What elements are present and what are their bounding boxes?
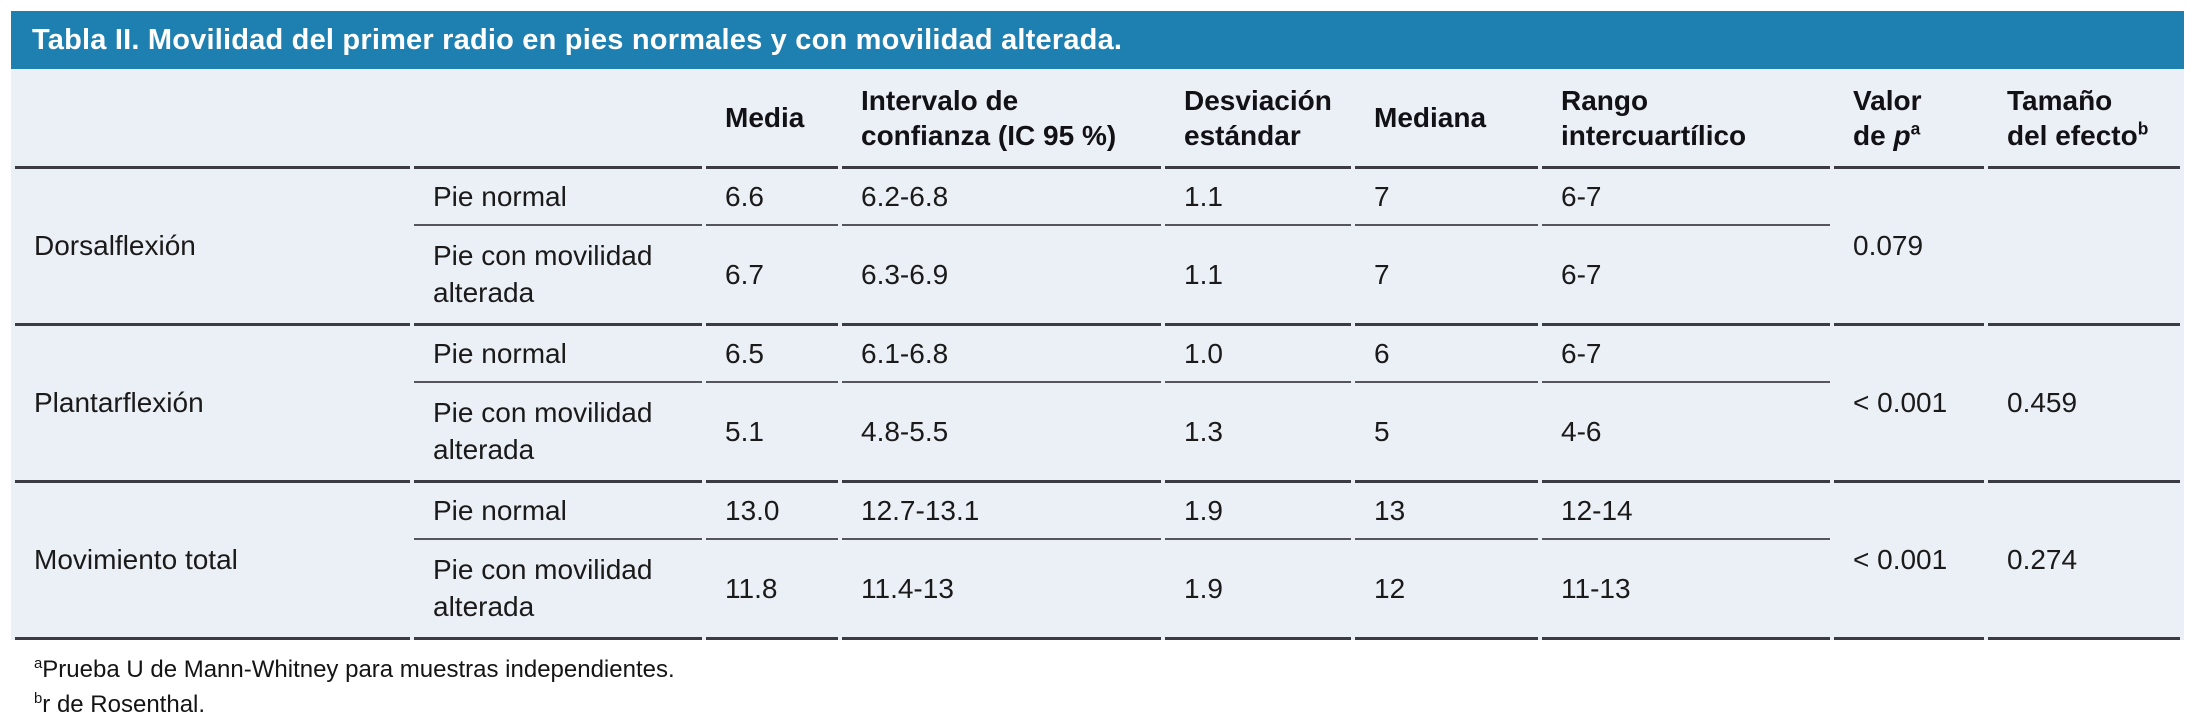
cell-foot-type: Pie normal — [414, 169, 702, 226]
footnote-a-superscript: a — [34, 656, 43, 672]
cell-media: 11.8 — [706, 540, 838, 640]
cell-desviacion-estandar: 1.3 — [1165, 383, 1351, 483]
footnote-b: br de Rosenthal. — [34, 687, 2184, 722]
cell-desviacion-estandar: 1.0 — [1165, 326, 1351, 383]
cell-rango-intercuartilico: 4-6 — [1542, 383, 1830, 483]
cell-foot-type: Pie con movilidad alterada — [414, 540, 702, 640]
col-header-desviacion-line2: estándar — [1184, 119, 1301, 151]
cell-media: 13.0 — [706, 483, 838, 540]
row-group-label-plantarflexion: Plantarflexión — [15, 326, 410, 483]
col-header-valor-p: Valor de pa — [1834, 69, 1984, 169]
cell-media: 5.1 — [706, 383, 838, 483]
cell-mediana: 7 — [1355, 226, 1538, 326]
cell-desviacion-estandar: 1.1 — [1165, 169, 1351, 226]
cell-intervalo-confianza: 4.8-5.5 — [842, 383, 1161, 483]
col-header-desviacion-estandar: Desviación estándar — [1165, 69, 1351, 169]
table-row: Pie con movilidad alterada 5.1 4.8-5.5 1… — [15, 383, 2180, 483]
cell-intervalo-confianza: 6.1-6.8 — [842, 326, 1161, 383]
statistics-table: Media Intervalo de confianza (IC 95 %) D… — [11, 69, 2184, 640]
table-title: Tabla II. Movilidad del primer radio en … — [32, 23, 1123, 56]
table-row: Pie con movilidad alterada 6.7 6.3-6.9 1… — [15, 226, 2180, 326]
cell-mediana: 13 — [1355, 483, 1538, 540]
col-header-media: Media — [706, 69, 838, 169]
cell-media: 6.7 — [706, 226, 838, 326]
cell-foot-type: Pie normal — [414, 326, 702, 383]
table-row: Pie con movilidad alterada 11.8 11.4-13 … — [15, 540, 2180, 640]
col-header-rango-line1: Rango — [1561, 84, 1649, 116]
col-header-desviacion-line1: Desviación — [1184, 84, 1332, 116]
superscript-a: a — [1910, 118, 1921, 139]
cell-foot-type: Pie con movilidad alterada — [414, 226, 702, 326]
footnote-b-superscript: b — [34, 691, 43, 707]
cell-rango-intercuartilico: 11-13 — [1542, 540, 1830, 640]
cell-desviacion-estandar: 1.1 — [1165, 226, 1351, 326]
table-row: Plantarflexión Pie normal 6.5 6.1-6.8 1.… — [15, 326, 2180, 483]
col-header-intervalo-line2: confianza (IC 95 %) — [861, 119, 1117, 151]
cell-intervalo-confianza: 6.3-6.9 — [842, 226, 1161, 326]
cell-tamano-efecto — [1988, 169, 2180, 326]
footnote-a: aPrueba U de Mann-Whitney para muestras … — [34, 652, 2184, 687]
col-header-efecto-line1: Tamaño — [2007, 84, 2113, 116]
col-header-tamano-efecto: Tamaño del efectob — [1988, 69, 2180, 169]
cell-desviacion-estandar: 1.9 — [1165, 540, 1351, 640]
cell-mediana: 7 — [1355, 169, 1538, 226]
col-header-rango-intercuartilico: Rango intercuartílico — [1542, 69, 1830, 169]
cell-foot-type: Pie normal — [414, 483, 702, 540]
cell-mediana: 6 — [1355, 326, 1538, 383]
cell-intervalo-confianza: 11.4-13 — [842, 540, 1161, 640]
cell-rango-intercuartilico: 12-14 — [1542, 483, 1830, 540]
col-header-intervalo-confianza: Intervalo de confianza (IC 95 %) — [842, 69, 1161, 169]
cell-rango-intercuartilico: 6-7 — [1542, 326, 1830, 383]
table-header-row: Media Intervalo de confianza (IC 95 %) D… — [15, 69, 2180, 169]
col-header-efecto-line2: del efectob — [2007, 118, 2149, 151]
cell-desviacion-estandar: 1.9 — [1165, 483, 1351, 540]
cell-mediana: 5 — [1355, 383, 1538, 483]
footnote-a-text: Prueba U de Mann-Whitney para muestras i… — [42, 656, 675, 683]
cell-valor-p: < 0.001 — [1834, 326, 1984, 483]
col-header-empty-1 — [15, 69, 410, 169]
col-header-mediana: Mediana — [1355, 69, 1538, 169]
cell-intervalo-confianza: 12.7-13.1 — [842, 483, 1161, 540]
col-header-empty-2 — [414, 69, 702, 169]
cell-rango-intercuartilico: 6-7 — [1542, 226, 1830, 326]
col-header-valor-p-line1: Valor — [1853, 84, 1922, 116]
cell-tamano-efecto: 0.459 — [1988, 326, 2180, 483]
table-title-bar: Tabla II. Movilidad del primer radio en … — [11, 11, 2184, 69]
row-group-label-dorsalflexion: Dorsalflexión — [15, 169, 410, 326]
cell-mediana: 12 — [1355, 540, 1538, 640]
col-header-valor-p-line2: de pa — [1853, 118, 1921, 151]
cell-media: 6.6 — [706, 169, 838, 226]
row-group-label-movimiento-total: Movimiento total — [15, 483, 410, 640]
table-row: Movimiento total Pie normal 13.0 12.7-13… — [15, 483, 2180, 640]
cell-media: 6.5 — [706, 326, 838, 383]
col-header-intervalo-line1: Intervalo de — [861, 84, 1019, 116]
cell-intervalo-confianza: 6.2-6.8 — [842, 169, 1161, 226]
col-header-rango-line2: intercuartílico — [1561, 119, 1747, 151]
cell-valor-p: < 0.001 — [1834, 483, 1984, 640]
table-container: Tabla II. Movilidad del primer radio en … — [11, 11, 2184, 722]
footnote-b-text: r de Rosenthal. — [42, 691, 206, 718]
cell-rango-intercuartilico: 6-7 — [1542, 169, 1830, 226]
superscript-b: b — [2137, 118, 2149, 139]
cell-tamano-efecto: 0.274 — [1988, 483, 2180, 640]
cell-foot-type: Pie con movilidad alterada — [414, 383, 702, 483]
cell-valor-p: 0.079 — [1834, 169, 1984, 326]
table-row: Dorsalflexión Pie normal 6.6 6.2-6.8 1.1… — [15, 169, 2180, 326]
footnotes: aPrueba U de Mann-Whitney para muestras … — [34, 652, 2184, 722]
